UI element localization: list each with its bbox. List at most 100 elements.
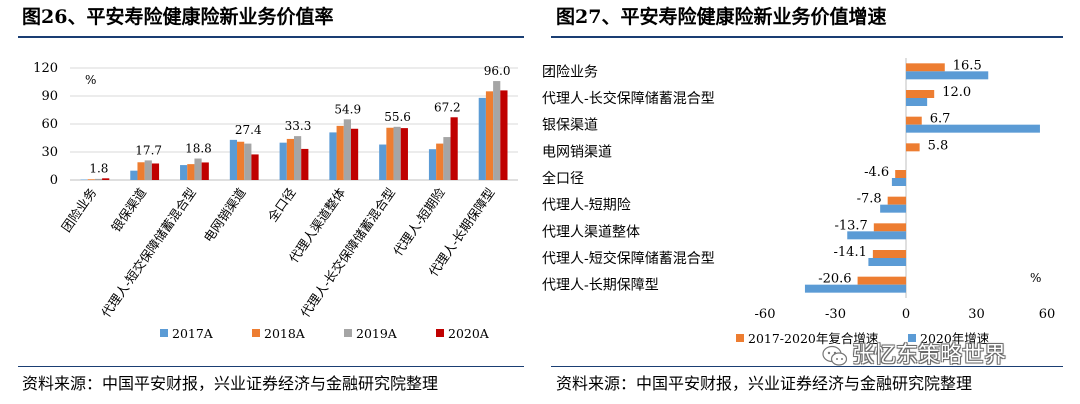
unit-label: %: [85, 73, 96, 87]
data-label: -7.8: [857, 192, 882, 207]
bar-cagr: [906, 63, 945, 72]
bar-cagr: [906, 90, 935, 98]
data-label: 54.9: [334, 102, 361, 116]
bar-2018A: [485, 91, 494, 180]
left-bar-chart: 0 30 60 90 120% 1.8 团险业务 17.7 银保渠道 18.8 代理人-短交保障储蓄…: [33, 61, 518, 341]
right-title-rule: [551, 36, 1063, 38]
bar-2020-growth: [906, 71, 989, 80]
y-tick-label: 0: [50, 173, 58, 188]
bar-2019A: [144, 160, 152, 180]
bar-2019A: [294, 136, 302, 180]
wechat-icon: [822, 345, 848, 366]
bar-2019A: [194, 158, 202, 180]
bar-2020-growth: [906, 124, 1040, 133]
data-label: -14.1: [834, 245, 867, 260]
bar-cagr: [906, 143, 920, 152]
x-tick-label: 60: [1039, 307, 1056, 322]
x-tick-label: 30: [968, 307, 985, 322]
right-bar-chart: 团险业务 16.5 代理人-长交保障储蓄混合型 12.0 银保渠道 6.7 电网销渠道 5.8…: [542, 58, 1056, 346]
y-category-label: 代理人-长期保障型: [542, 278, 659, 294]
bar-2020-growth: [847, 231, 906, 240]
data-label: 1.8: [89, 161, 108, 175]
bar-2017A: [329, 132, 337, 180]
bar-2020A: [102, 178, 110, 180]
bar-2020-growth: [891, 178, 906, 186]
data-label: 5.8: [928, 138, 949, 153]
y-category-label: 电网销渠道: [542, 144, 612, 160]
bar-cagr: [873, 223, 906, 232]
right-source-rule: [551, 366, 1063, 367]
bar-2018A: [386, 127, 394, 180]
x-category-label: 代理人-长交保障储蓄混合型: [297, 185, 398, 320]
data-label: 96.0: [484, 64, 511, 78]
x-category-label: 代理人-短交保障储蓄混合型: [98, 185, 199, 320]
data-label: 17.7: [135, 143, 162, 157]
left-source-rule: [18, 366, 524, 367]
x-category-label: 团险业务: [58, 185, 99, 235]
watermark: 张忆东策略世界: [822, 340, 1062, 372]
legend-swatch: [252, 329, 260, 337]
legend-label: 2017-2020年复合增速: [748, 331, 879, 346]
y-tick-label: 60: [41, 117, 58, 132]
data-label: 12.0: [942, 85, 971, 100]
bar-2020A: [350, 128, 359, 180]
bar-2018A: [336, 125, 344, 180]
bar-2020A: [201, 162, 209, 180]
left-chart-title: 图26、平安寿险健康险新业务价值率: [22, 6, 334, 28]
y-category-label: 全口径: [542, 170, 584, 187]
y-category-label: 代理人-长交保障储蓄混合型: [542, 90, 715, 107]
bar-2019A: [343, 119, 351, 180]
bar-2018A: [286, 138, 294, 180]
y-tick-label: 30: [41, 145, 58, 160]
bar-2018A: [237, 141, 245, 180]
legend-label: 2019A: [356, 326, 398, 341]
legend-swatch: [344, 329, 352, 337]
bar-2020-growth: [880, 204, 906, 213]
y-category-label: 银保渠道: [542, 118, 598, 134]
bar-2019A: [443, 137, 451, 180]
bar-cagr: [906, 116, 922, 125]
bar-2020A: [400, 128, 408, 180]
data-label: 55.6: [384, 110, 411, 124]
x-category-label: 全口径: [265, 185, 299, 224]
data-label: -13.7: [834, 218, 867, 233]
bar-cagr: [895, 170, 906, 178]
bar-2020-growth: [804, 284, 906, 293]
data-label: -20.6: [818, 272, 851, 287]
x-category-label: 银保渠道: [108, 185, 149, 235]
right-chart-title: 图27、平安寿险健康险新业务价值增速: [556, 6, 887, 28]
data-label: 33.3: [285, 119, 312, 133]
bar-2018A: [187, 164, 195, 180]
legend-swatch: [908, 334, 916, 342]
bar-cagr: [872, 250, 906, 258]
data-label: -4.6: [864, 165, 889, 180]
bar-2017A: [180, 165, 188, 180]
y-tick-label: 90: [41, 89, 58, 104]
bar-2020A: [251, 154, 259, 180]
bar-2020A: [500, 90, 508, 180]
legend-swatch: [736, 334, 744, 342]
bar-2017A: [379, 144, 387, 180]
bar-2019A: [244, 143, 252, 180]
data-label: 6.7: [930, 112, 951, 127]
legend-label: 2020A: [448, 326, 490, 341]
bar-2018A: [436, 143, 444, 180]
y-tick-label: 120: [33, 61, 58, 76]
x-tick-label: -60: [755, 307, 776, 322]
y-category-label: 代理人-短交保障储蓄混合型: [542, 250, 715, 267]
bar-2018A: [137, 162, 145, 180]
bar-cagr: [887, 196, 906, 205]
bar-2020A: [301, 148, 309, 180]
bar-cagr: [857, 276, 906, 285]
bar-2020-growth: [906, 98, 928, 106]
bar-2020A: [151, 163, 160, 180]
bar-2017A: [130, 170, 138, 180]
data-label: 18.8: [185, 142, 212, 156]
data-label: 27.4: [235, 123, 262, 137]
x-category-label: 代理人-短期险: [390, 185, 448, 259]
left-title-rule: [18, 36, 524, 38]
bar-2017A: [478, 97, 486, 180]
legend-swatch: [436, 329, 444, 337]
x-tick-label: 0: [902, 307, 910, 322]
bar-2019A: [94, 178, 103, 180]
